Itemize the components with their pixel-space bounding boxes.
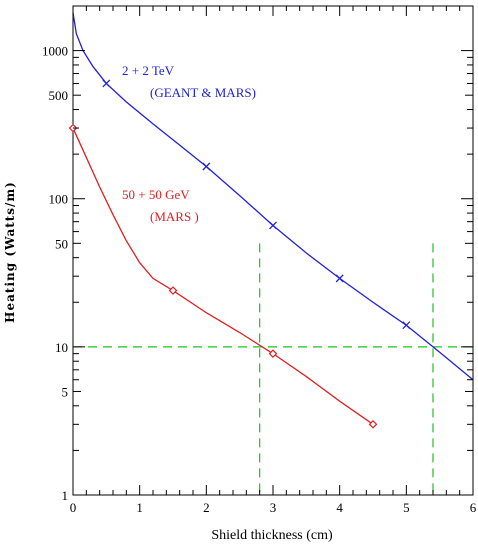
x-marker-stroke bbox=[402, 321, 411, 330]
series-label-50gev-line2: (MARS ) bbox=[150, 209, 199, 224]
x-marker-stroke bbox=[202, 162, 211, 171]
x-tick-label: 1 bbox=[136, 500, 143, 515]
data-point-diamond-marker bbox=[368, 419, 378, 429]
series-line-1 bbox=[72, 127, 374, 425]
series-label-2tev-line1: 2 + 2 TeV bbox=[122, 63, 175, 78]
data-point-x-marker bbox=[402, 321, 411, 330]
x-axis-title: Shield thickness (cm) bbox=[211, 528, 333, 543]
y-axis-title: Heating (Watts/m) bbox=[3, 181, 17, 323]
x-tick-label: 2 bbox=[203, 500, 210, 515]
series-label-2tev-line2: (GEANT & MARS) bbox=[150, 85, 256, 100]
data-point-x-marker bbox=[269, 221, 277, 230]
data-point-diamond-marker bbox=[168, 286, 178, 295]
y-tick-label: 1000 bbox=[42, 44, 68, 59]
x-marker-stroke bbox=[269, 221, 277, 230]
y-tick-label: 100 bbox=[49, 192, 69, 207]
y-tick-label: 10 bbox=[55, 340, 68, 355]
data-point-x-marker bbox=[335, 274, 344, 283]
x-tick-label: 4 bbox=[336, 500, 343, 515]
reference-lines bbox=[73, 243, 473, 495]
series-layer bbox=[68, 12, 474, 429]
y-tick-label: 5 bbox=[62, 384, 69, 399]
x-marker-stroke bbox=[335, 274, 344, 283]
y-tick-label: 50 bbox=[55, 236, 68, 251]
series-label-50gev-line1: 50 + 50 GeV bbox=[122, 187, 190, 202]
y-tick-label: 500 bbox=[49, 88, 69, 103]
x-tick-label: 6 bbox=[470, 500, 477, 515]
data-point-x-marker bbox=[202, 162, 211, 171]
y-tick-label: 1 bbox=[62, 488, 69, 503]
data-point-diamond-marker bbox=[268, 349, 278, 358]
x-tick-label: 5 bbox=[403, 500, 410, 515]
data-point-x-marker bbox=[102, 79, 111, 88]
x-marker-stroke bbox=[102, 79, 111, 88]
x-tick-label: 0 bbox=[70, 500, 77, 515]
x-tick-label: 3 bbox=[270, 500, 277, 515]
